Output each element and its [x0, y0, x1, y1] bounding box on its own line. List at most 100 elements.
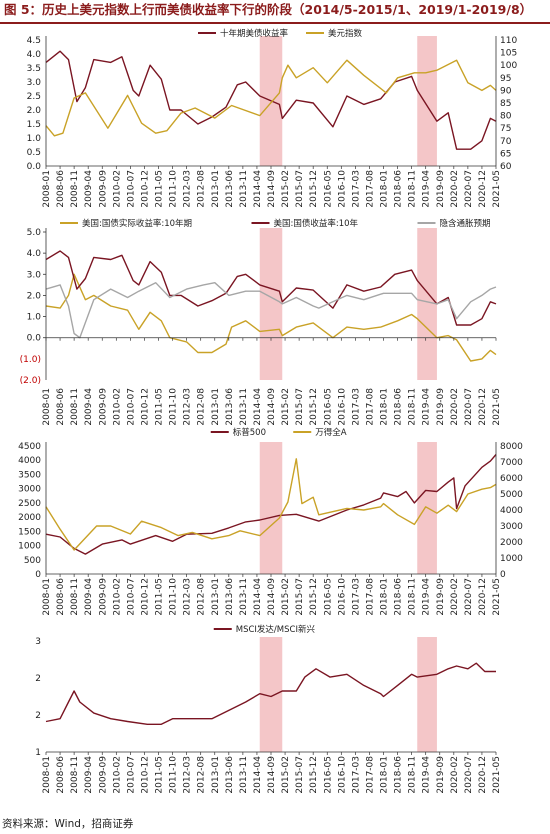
x-tick-label: 2015-12 [309, 578, 319, 616]
shaded-period-1 [259, 637, 283, 752]
x-tick-label: 2010-07 [126, 756, 136, 794]
x-tick-label: 2014-04 [253, 170, 263, 208]
y-tick-label: 2 [35, 674, 41, 684]
x-tick-label: 2008-06 [56, 388, 66, 426]
x-tick-label: 2015-02 [281, 388, 291, 426]
x-tick-label: 2011-05 [155, 756, 165, 794]
x-tick-label: 2018-11 [408, 756, 418, 794]
y-tick-label: 4.0 [27, 50, 42, 60]
y2-tick-label: 70 [500, 137, 512, 147]
y-tick-label: 0.5 [27, 148, 41, 158]
figure-title: 图 5：历史上美元指数上行而美债收益率下行的阶段（2014/5-2015/1、2… [0, 0, 550, 24]
x-tick-label: 2013-01 [211, 756, 221, 794]
series-line-2 [45, 59, 497, 137]
x-tick-label: 2017-08 [365, 388, 375, 426]
x-tick-label: 2010-02 [112, 170, 122, 208]
x-tick-label: 2015-07 [295, 388, 305, 426]
shaded-period-2 [417, 36, 437, 166]
x-tick-label: 2018-06 [394, 388, 404, 426]
x-tick-label: 2012-03 [183, 388, 193, 426]
y-tick-label: 0 [35, 570, 41, 580]
x-tick-label: 2019-09 [436, 756, 446, 794]
y2-tick-label: 3000 [500, 522, 523, 532]
x-tick-label: 2020-02 [450, 388, 460, 426]
x-tick-label: 2009-04 [84, 170, 94, 208]
x-tick-label: 2011-05 [155, 578, 165, 616]
x-tick-label: 2010-07 [126, 578, 136, 616]
y2-tick-label: 5000 [500, 490, 523, 500]
x-tick-label: 2010-12 [140, 756, 150, 794]
x-tick-label: 2014-04 [253, 756, 263, 794]
x-tick-label: 2017-08 [365, 756, 375, 794]
y-tick-label: 2.5 [27, 92, 41, 102]
y-tick-label: 0.0 [27, 334, 42, 344]
x-tick-label: 2010-07 [126, 170, 136, 208]
x-tick-label: 2018-11 [408, 170, 418, 208]
x-tick-label: 2021-05 [492, 170, 502, 208]
y2-tick-label: 1000 [500, 554, 523, 564]
y2-tick-label: 7000 [500, 458, 523, 468]
x-tick-label: 2008-06 [56, 170, 66, 208]
x-tick-label: 2014-09 [267, 170, 277, 208]
x-tick-label: 2018-06 [394, 170, 404, 208]
x-tick-label: 2016-10 [337, 578, 347, 616]
x-tick-label: 2016-10 [337, 170, 347, 208]
x-tick-label: 2016-05 [323, 756, 333, 794]
x-tick-label: 2017-03 [351, 578, 361, 616]
y-tick-label: 4.5 [27, 36, 41, 46]
x-tick-label: 2017-08 [365, 578, 375, 616]
x-tick-label: 2015-07 [295, 170, 305, 208]
y2-tick-label: 4000 [500, 506, 523, 516]
x-tick-label: 2019-04 [422, 388, 432, 426]
y2-tick-label: 60 [500, 162, 512, 172]
x-tick-label: 2009-04 [84, 388, 94, 426]
series-line-1 [45, 454, 497, 555]
x-tick-label: 2019-09 [436, 388, 446, 426]
x-tick-label: 2009-09 [98, 756, 108, 794]
x-tick-label: 2013-11 [239, 170, 249, 208]
legend-label-1: 标普500 [233, 427, 266, 438]
x-tick-label: 2014-04 [253, 578, 263, 616]
y2-tick-label: 80 [500, 112, 512, 122]
x-tick-label: 2012-03 [183, 170, 193, 208]
x-tick-label: 2012-08 [197, 388, 207, 426]
x-tick-label: 2013-06 [225, 388, 235, 426]
x-tick-label: 2013-11 [239, 388, 249, 426]
x-tick-label: 2008-01 [42, 578, 52, 616]
x-tick-label: 2018-01 [380, 578, 390, 616]
x-tick-label: 2018-06 [394, 756, 404, 794]
x-tick-label: 2017-08 [365, 170, 375, 208]
x-tick-label: 2011-05 [155, 170, 165, 208]
y-tick-label: (1.0) [20, 355, 41, 365]
y-tick-label: 1000 [18, 542, 41, 552]
x-tick-label: 2018-11 [408, 578, 418, 616]
y2-tick-label: 65 [500, 149, 511, 159]
x-tick-label: 2008-01 [42, 388, 52, 426]
x-tick-label: 2018-01 [380, 170, 390, 208]
x-tick-label: 2018-01 [380, 756, 390, 794]
x-tick-label: 2015-07 [295, 756, 305, 794]
x-tick-label: 2018-06 [394, 578, 404, 616]
x-tick-label: 2020-07 [464, 578, 474, 616]
y-tick-label: 3.0 [27, 270, 42, 280]
series-line-3 [45, 282, 497, 339]
legend-label-2: 美国:国债收益率:10年 [274, 218, 359, 229]
y-tick-label: 1 [35, 748, 41, 758]
x-tick-label: 2018-01 [380, 388, 390, 426]
x-tick-label: 2015-12 [309, 388, 319, 426]
x-tick-label: 2016-10 [337, 388, 347, 426]
x-tick-label: 2019-04 [422, 756, 432, 794]
y2-tick-label: 2000 [500, 538, 523, 548]
x-tick-label: 2017-03 [351, 756, 361, 794]
x-tick-label: 2020-12 [478, 578, 488, 616]
legend-label-1: MSCI发达/MSCI新兴 [236, 624, 316, 635]
series-line-2 [45, 458, 497, 551]
y-tick-label: 4.0 [27, 249, 42, 259]
y-tick-label: 1500 [18, 527, 41, 537]
x-tick-label: 2008-11 [70, 170, 80, 208]
x-tick-label: 2010-02 [112, 578, 122, 616]
x-tick-label: 2016-10 [337, 756, 347, 794]
x-tick-label: 2010-07 [126, 388, 136, 426]
